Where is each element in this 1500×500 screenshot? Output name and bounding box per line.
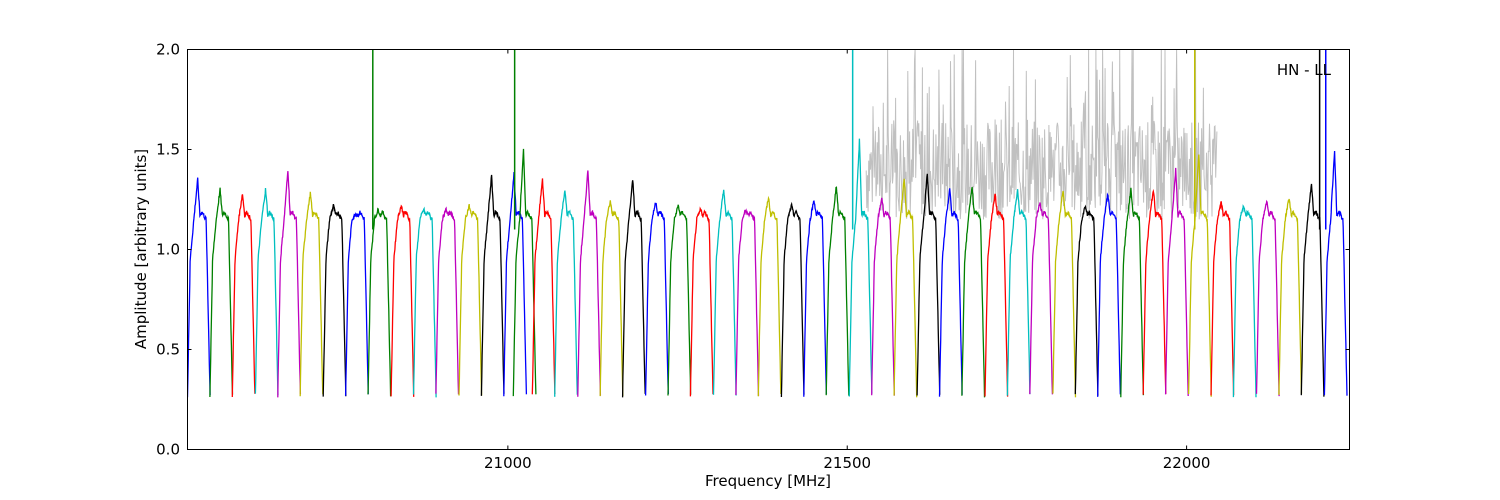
y-tick-label-1: 0.0 xyxy=(156,441,180,459)
channel-series-36 xyxy=(961,186,986,398)
y-tick-label-3: 1.0 xyxy=(156,241,180,259)
channel-series-28 xyxy=(780,201,805,398)
channel-series-18 xyxy=(554,190,578,397)
channel-series-43 xyxy=(1120,187,1145,398)
x-axis-label: Frequency [MHz] xyxy=(705,472,831,490)
plot-area xyxy=(187,49,1348,398)
channel-series-19 xyxy=(577,170,602,397)
tick-group: 21000 21500 22000 0.0 0.5 1.0 1.5 2.0 xyxy=(156,41,1350,472)
channel-series-46 xyxy=(1187,154,1212,397)
channel-series-27 xyxy=(757,195,782,397)
channel-series-44 xyxy=(1142,188,1167,395)
channel-series-39 xyxy=(1029,202,1054,395)
x-tick-label-1: 21000 xyxy=(484,454,532,472)
channel-series-25 xyxy=(712,189,737,396)
channel-series-20 xyxy=(599,200,624,397)
channel-series-13 xyxy=(458,203,483,396)
channel-series-8 xyxy=(344,210,369,396)
channel-series-34 xyxy=(916,173,941,396)
x-tick-label-3: 22000 xyxy=(1163,454,1211,472)
channel-series-48 xyxy=(1232,204,1257,398)
channel-series-42 xyxy=(1097,192,1121,397)
y-axis-label: Amplitude [arbitrary units] xyxy=(132,149,150,349)
channel-series-32 xyxy=(871,197,895,396)
channel-series-16 xyxy=(512,148,537,397)
channel-series-35 xyxy=(938,188,963,397)
channel-series-45 xyxy=(1164,167,1189,397)
channel-series-12 xyxy=(435,206,460,395)
channel-series-1 xyxy=(187,177,211,398)
channel-series-9 xyxy=(367,207,392,397)
channel-series-50 xyxy=(1278,198,1303,395)
channel-series-21 xyxy=(621,180,646,398)
channel-series-6 xyxy=(299,191,324,397)
channel-series-10 xyxy=(390,204,415,397)
channel-series-30 xyxy=(825,186,850,396)
channel-series-29 xyxy=(803,200,828,397)
channel-series-26 xyxy=(735,208,760,396)
channel-series-7 xyxy=(322,203,347,397)
channel-series-22 xyxy=(644,202,669,396)
channel-series-52 xyxy=(1323,150,1348,396)
y-tick-label-2: 0.5 xyxy=(156,341,180,359)
channel-series-31 xyxy=(848,138,873,397)
channel-series-4 xyxy=(254,187,279,396)
y-tick-label-4: 1.5 xyxy=(156,141,180,159)
noise-band-series xyxy=(865,49,1218,220)
channel-series-33 xyxy=(893,178,918,398)
channel-series-47 xyxy=(1210,201,1235,396)
channel-series-2 xyxy=(209,187,234,398)
channel-series-17 xyxy=(531,178,556,395)
channel-series-3 xyxy=(231,194,256,398)
channel-series-11 xyxy=(412,206,437,398)
x-tick-label-2: 21500 xyxy=(823,454,871,472)
channel-series-5 xyxy=(277,171,302,398)
annotation-label: HN - LL xyxy=(1277,61,1332,79)
channel-series-38 xyxy=(1006,189,1031,396)
channel-series-24 xyxy=(689,206,714,397)
channel-series-49 xyxy=(1255,199,1280,397)
channel-series-14 xyxy=(480,174,505,396)
channel-series-23 xyxy=(667,204,692,396)
y-tick-label-5: 2.0 xyxy=(156,41,180,59)
channel-series-41 xyxy=(1074,204,1099,396)
channel-series-37 xyxy=(984,193,1009,397)
channel-series-40 xyxy=(1052,190,1077,398)
